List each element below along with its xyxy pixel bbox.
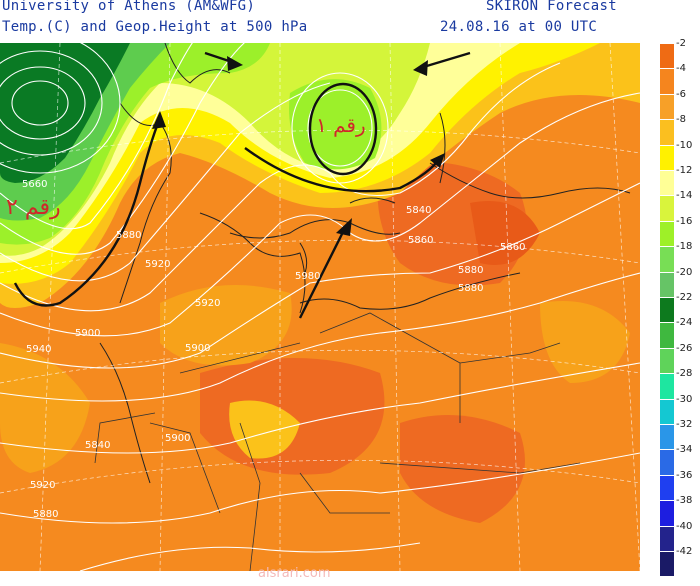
scale-label: -4 (676, 63, 686, 75)
contour-label: 5940 (26, 344, 52, 355)
contour-label: 5880 (116, 230, 142, 241)
scale-label: -8 (676, 114, 686, 126)
low-pressure-circle (308, 82, 378, 176)
contour-label: 5920 (30, 480, 56, 491)
scale-label: -18 (676, 241, 693, 253)
mild-patch-east (540, 301, 630, 383)
temperature-color-scale: -2 -4 -6 -8 -10 -12 -14 -16 -18 -20 -22 -24 -26 -28 -3… (656, 38, 700, 578)
scale-label: -6 (676, 88, 686, 100)
scale-swatch (660, 552, 674, 577)
scale-label: -32 (676, 419, 693, 430)
scale-swatch (660, 348, 674, 374)
coastlines (99, 43, 631, 484)
watermark: alsrari.com (258, 566, 331, 581)
scale-label: -10 (676, 139, 693, 151)
scale-swatch (660, 526, 674, 551)
contour-label: 5920 (145, 259, 171, 270)
contour-label: 5920 (195, 298, 221, 309)
scale-swatch (660, 298, 674, 323)
contour-label: 5900 (165, 433, 191, 444)
scale-label: -30 (676, 393, 693, 405)
header-variables: Temp.(C) and Geop.Height at 500 hPa (2, 19, 308, 35)
contour-label: 5880 (458, 265, 484, 276)
flow-annotations (13, 51, 471, 319)
scale-label: -12 (676, 165, 693, 176)
contour-label: 5860 (500, 242, 526, 253)
scale-swatch (660, 120, 674, 145)
header-forecast-time: 24.08.16 at 00 UTC (440, 19, 598, 35)
scale-label: -28 (676, 368, 693, 380)
scale-swatch (660, 272, 674, 297)
scale-label: -14 (676, 190, 693, 202)
country-borders (94, 312, 581, 571)
annotation-label-2: رقم ٢ (6, 195, 61, 220)
trough-arrow-curve (244, 147, 441, 193)
scale-label: -42 (676, 546, 693, 557)
contour-label: 5860 (408, 235, 434, 246)
scale-swatch (660, 374, 674, 399)
scale-swatch (660, 475, 674, 501)
contour-label: 5660 (22, 179, 48, 190)
contour-label: 5900 (185, 343, 211, 354)
scale-swatch (660, 221, 674, 247)
scale-swatch (660, 196, 674, 221)
west-trough-curve (13, 117, 162, 307)
scale-label: -2 (676, 38, 686, 49)
southwest-flow-arrow (298, 227, 347, 319)
scale-swatch (660, 425, 674, 450)
arrowheads (152, 56, 445, 236)
scale-label: -36 (676, 469, 693, 481)
header-forecast-name: SKIRON Forecast (486, 0, 617, 14)
contour-label: 5840 (85, 440, 111, 451)
geopotential-contours (0, 43, 640, 571)
mild-patch-west (160, 285, 292, 366)
scale-swatch (660, 94, 674, 120)
annotation-label-1: رقم ١ (316, 113, 366, 137)
mild-patch-atlantic (0, 343, 90, 473)
scale-swatch (660, 323, 674, 348)
map-canvas (0, 43, 640, 571)
contour-label: 5900 (75, 328, 101, 339)
scale-label: -16 (676, 215, 693, 227)
scale-label: -24 (676, 317, 693, 329)
scale-swatch (660, 145, 674, 170)
scale-swatch (660, 247, 674, 272)
warm-core-east (470, 201, 540, 265)
scale-label: -26 (676, 342, 693, 354)
scale-swatch (660, 171, 674, 196)
contour-label: 5880 (33, 509, 59, 520)
graticule (0, 43, 640, 571)
scale-label: -34 (676, 444, 693, 456)
scale-label: -38 (676, 495, 693, 507)
contour-label: 5840 (406, 205, 432, 216)
scale-label: -22 (676, 292, 693, 303)
scale-label: -40 (676, 520, 693, 532)
scale-swatch (660, 399, 674, 424)
weather-map: رقم ١ رقم ٢ 5660 5880 5840 5860 5920 5900 5940… (0, 43, 640, 571)
scale-label: -20 (676, 266, 693, 278)
scale-swatch (660, 69, 674, 94)
contour-label: 5880 (458, 283, 484, 294)
contour-label: 5980 (295, 271, 321, 282)
scale-swatch (660, 501, 674, 526)
northeast-arrow-line (419, 51, 471, 70)
scale-swatch (660, 450, 674, 475)
header-institution: University of Athens (AM&WFG) (2, 0, 256, 14)
scale-swatch (660, 44, 674, 69)
